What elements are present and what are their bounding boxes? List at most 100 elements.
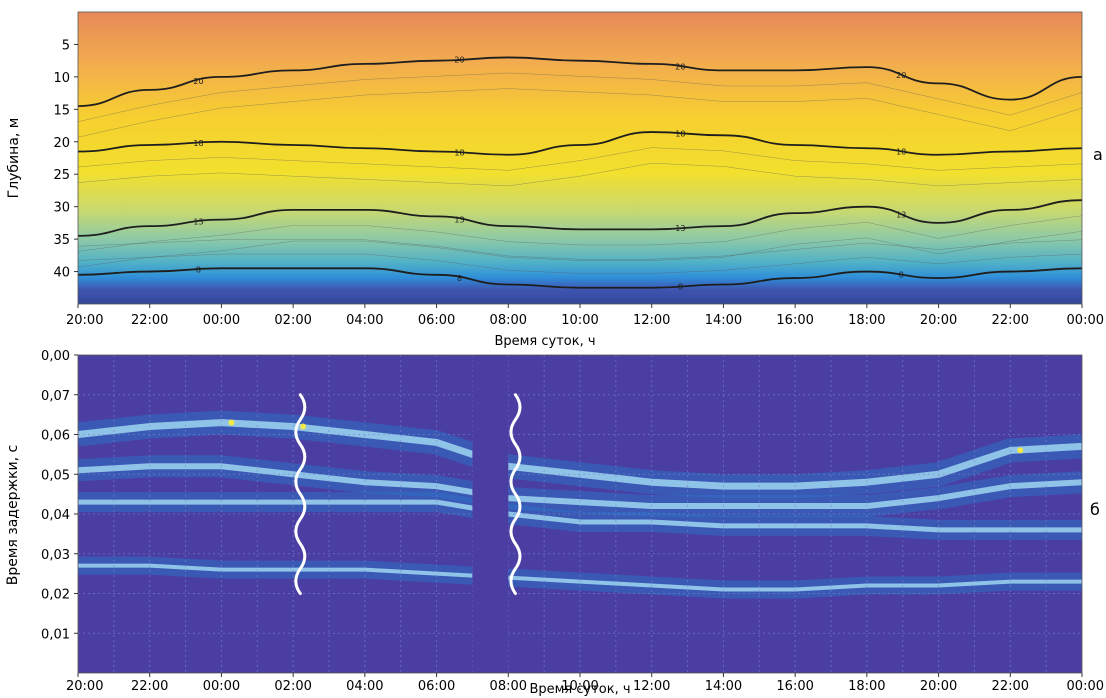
x-tick-label: 20:00 — [920, 679, 957, 694]
x-tick-label: 02:00 — [274, 679, 311, 694]
break-markers — [294, 393, 522, 595]
x-tick-label: 10:00 — [561, 313, 598, 328]
arrival-intensity-field — [78, 355, 1082, 673]
contour-label: 8 — [196, 265, 201, 274]
x-tick-label: 18:00 — [848, 679, 885, 694]
x-tick-label: 22:00 — [131, 313, 168, 328]
y-tick-label: 35 — [53, 233, 70, 248]
data-gap — [472, 355, 509, 673]
x-tick-label: 20:00 — [66, 313, 103, 328]
break-marker — [294, 393, 307, 595]
contour-label: 8 — [457, 274, 462, 283]
x-tick-label: 06:00 — [418, 679, 455, 694]
temperature-background — [78, 12, 1082, 304]
panel-b-y-ticks: 0,00 0,07 0,06 0,05 0,04 0,03 0,02 0,01 — [41, 349, 78, 642]
temperature-field — [78, 12, 1082, 304]
contour-label: 18 — [454, 149, 464, 158]
panel-b-x-ticks: 20:00 22:00 00:00 02:00 04:00 06:00 08:00 10:00… — [66, 673, 1104, 694]
isotherm-line — [78, 56, 1082, 107]
y-tick-label: 0,03 — [41, 548, 70, 563]
x-tick-label: 00:00 — [1067, 679, 1104, 694]
y-tick-label: 5 — [62, 38, 70, 53]
acoustic-delay-panel: 0,00 0,07 0,06 0,05 0,04 0,03 0,02 0,01 20:00 22… — [5, 349, 1104, 697]
x-tick-label: 10:00 — [561, 679, 598, 694]
x-tick-label: 22:00 — [992, 679, 1029, 694]
x-tick-label: 12:00 — [633, 313, 670, 328]
panel-b-x-axis-label: Время суток, ч — [529, 682, 630, 697]
arrival-band — [78, 463, 1082, 510]
isotherm-lines: 20 20 20 20 18 18 18 18 13 13 13 13 8 8 8 8 — [78, 56, 1082, 291]
x-tick-label: 04:00 — [346, 313, 383, 328]
intensity-peak — [228, 419, 235, 426]
panel-b-y-axis-label: Время задержки, с — [5, 445, 21, 586]
panel-a-y-ticks: 5 10 15 20 25 30 35 40 — [53, 38, 78, 281]
contour-label: 20 — [454, 56, 464, 65]
y-tick-label: 0,00 — [41, 349, 70, 364]
x-tick-label: 14:00 — [705, 679, 742, 694]
y-tick-label: 40 — [53, 266, 70, 281]
y-tick-label: 0,04 — [41, 508, 70, 523]
x-tick-label: 02:00 — [274, 313, 311, 328]
contour-label: 13 — [675, 224, 685, 233]
contour-label: 20 — [193, 77, 203, 86]
x-tick-label: 00:00 — [203, 679, 240, 694]
minor-contour — [78, 147, 1082, 171]
y-tick-label: 0,06 — [41, 429, 70, 444]
contour-label: 18 — [675, 129, 685, 138]
contour-label: 8 — [678, 282, 683, 291]
contour-label: 20 — [675, 63, 685, 72]
x-tick-label: 00:00 — [203, 313, 240, 328]
x-tick-label: 14:00 — [705, 313, 742, 328]
y-tick-label: 15 — [53, 103, 70, 118]
x-tick-label: 18:00 — [848, 313, 885, 328]
isotherm-line — [78, 131, 1082, 156]
panel-a-y-axis-label: Глубина, м — [6, 118, 22, 199]
panel-b-label: б — [1090, 500, 1100, 519]
x-tick-label: 16:00 — [776, 313, 813, 328]
contour-label: 13 — [896, 210, 906, 219]
panel-a-x-ticks: 20:00 22:00 00:00 02:00 04:00 06:00 08:00 10:00… — [66, 304, 1104, 328]
isotherm-line — [78, 267, 1082, 289]
x-tick-label: 00:00 — [1067, 313, 1104, 328]
data-gaps — [472, 355, 509, 673]
contour-label: 13 — [454, 216, 464, 225]
panel-a-x-axis-label: Время суток, ч — [494, 334, 595, 349]
x-tick-label: 16:00 — [776, 679, 813, 694]
minor-contour — [78, 239, 1082, 260]
x-tick-label: 06:00 — [418, 313, 455, 328]
x-tick-label: 22:00 — [131, 679, 168, 694]
minor-contour — [78, 88, 1082, 138]
x-tick-label: 22:00 — [992, 313, 1029, 328]
x-tick-label: 20:00 — [920, 313, 957, 328]
panel-a-label: а — [1093, 145, 1103, 164]
contour-label: 18 — [193, 139, 203, 148]
minor-contour — [78, 253, 1082, 274]
x-tick-label: 08:00 — [490, 313, 527, 328]
y-tick-label: 0,01 — [41, 627, 70, 642]
break-marker — [509, 393, 522, 595]
intensity-peak — [1017, 447, 1024, 454]
x-tick-label: 20:00 — [66, 679, 103, 694]
contour-label: 20 — [896, 71, 906, 80]
minor-contour — [78, 231, 1082, 268]
minor-contour — [78, 72, 1082, 122]
y-tick-label: 30 — [53, 201, 70, 216]
intensity-peak — [300, 423, 307, 430]
contour-label: 13 — [193, 218, 203, 227]
minor-contour — [78, 215, 1082, 252]
contour-label: 8 — [899, 271, 904, 280]
y-tick-label: 0,05 — [41, 468, 70, 483]
contour-label: 18 — [896, 147, 906, 156]
x-tick-label: 12:00 — [633, 679, 670, 694]
y-tick-label: 0,02 — [41, 588, 70, 603]
x-tick-label: 08:00 — [490, 679, 527, 694]
y-tick-label: 0,07 — [41, 389, 70, 404]
x-tick-label: 04:00 — [346, 679, 383, 694]
y-tick-label: 20 — [53, 136, 70, 151]
temperature-depth-panel: 20 20 20 20 18 18 18 18 13 13 13 13 8 8 8 8 5 10 15 20 25 30… — [6, 11, 1104, 349]
y-tick-label: 25 — [53, 168, 70, 183]
minor-contour — [78, 162, 1082, 187]
y-tick-label: 10 — [53, 71, 70, 86]
isotherm-line — [78, 199, 1082, 237]
